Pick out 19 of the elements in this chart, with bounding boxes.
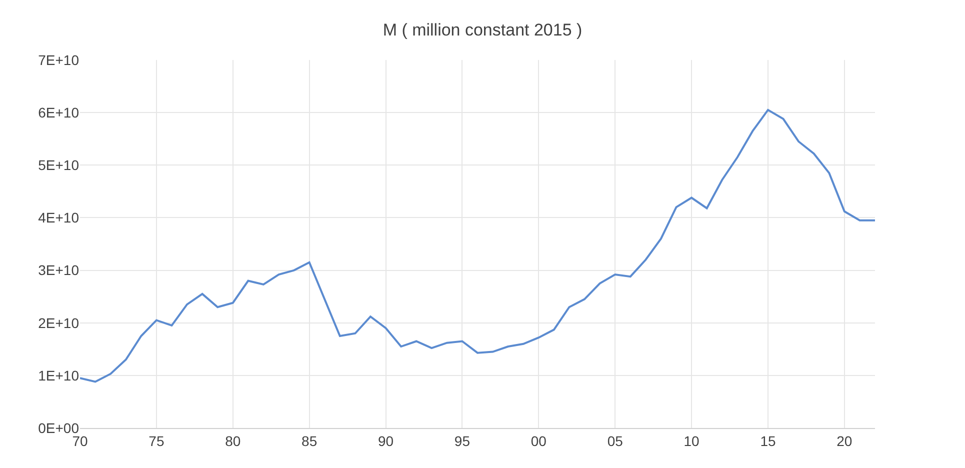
y-tick-label: 4E+10 — [38, 210, 80, 226]
x-tick-label: 90 — [378, 432, 394, 449]
y-tick-label: 6E+10 — [38, 104, 80, 120]
x-tick-label: 05 — [607, 432, 624, 449]
y-tick-label: 7E+10 — [38, 52, 80, 68]
x-tick-label: 20 — [836, 432, 852, 449]
x-tick-label: 15 — [760, 432, 776, 449]
chart-title: M ( million constant 2015 ) — [382, 20, 582, 40]
x-tick-label: 10 — [684, 432, 700, 449]
y-tick-label: 1E+10 — [38, 367, 80, 384]
y-tick-label: 3E+10 — [38, 262, 80, 278]
x-tick-label: 00 — [530, 432, 547, 449]
x-tick-label: 85 — [302, 432, 318, 449]
y-tick-label: 2E+10 — [38, 314, 80, 331]
x-tick-label: 80 — [225, 432, 241, 449]
x-tick-label: 95 — [454, 432, 470, 449]
y-tick-label: 5E+10 — [38, 157, 80, 174]
x-tick-label: 75 — [148, 432, 164, 449]
line-series — [80, 108, 875, 383]
